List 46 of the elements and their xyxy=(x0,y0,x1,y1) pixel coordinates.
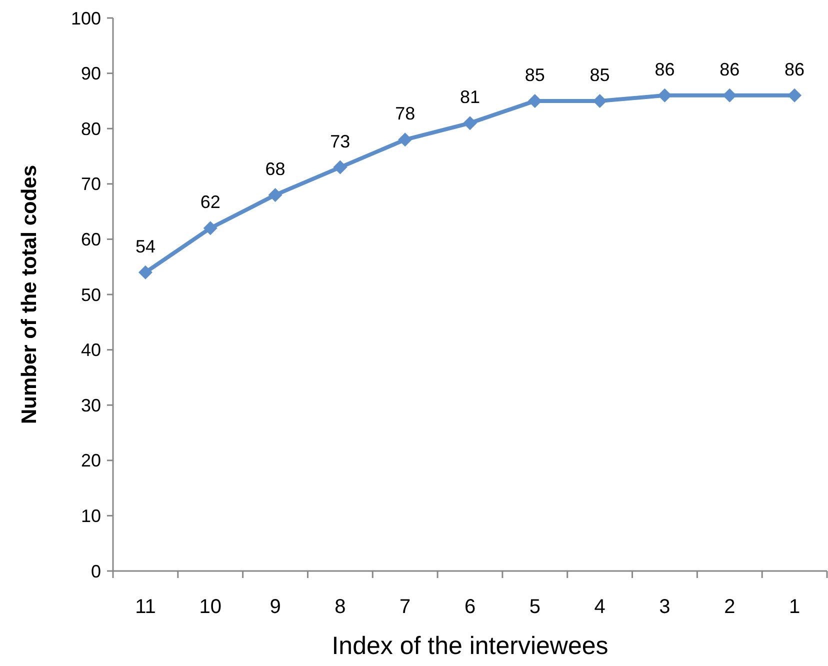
point xyxy=(658,88,672,102)
y-tick-label: 50 xyxy=(80,284,101,305)
y-tick-label: 20 xyxy=(80,450,101,471)
data-label: 85 xyxy=(590,64,610,85)
y-tick-label: 90 xyxy=(80,64,101,84)
y-tick-label: 100 xyxy=(70,8,101,28)
data-label: 81 xyxy=(460,87,480,108)
data-label: 73 xyxy=(330,131,350,152)
point xyxy=(722,88,737,102)
x-axis-title: Index of the interviewees xyxy=(332,632,608,660)
y-axis-title: Number of the total codes xyxy=(18,164,41,424)
data-label: 86 xyxy=(784,59,805,80)
data-label: 54 xyxy=(135,236,156,256)
data-label: 86 xyxy=(654,59,675,80)
x-tick-label: 3 xyxy=(659,596,670,618)
data-label: 86 xyxy=(720,59,740,80)
point xyxy=(398,132,412,147)
y-tick-label: 80 xyxy=(80,118,101,139)
x-tick-label: 2 xyxy=(724,596,736,618)
point xyxy=(203,221,218,236)
y-tick-label: 10 xyxy=(80,506,101,526)
point xyxy=(268,188,282,202)
point xyxy=(528,94,542,108)
point xyxy=(463,116,477,130)
x-tick-label: 8 xyxy=(334,596,346,618)
y-tick-label: 60 xyxy=(80,230,101,250)
point xyxy=(788,88,802,102)
point xyxy=(138,265,152,280)
point xyxy=(592,94,607,108)
data-label: 78 xyxy=(395,104,416,124)
y-tick-label: 70 xyxy=(80,174,101,194)
x-tick-label: 11 xyxy=(135,596,156,618)
point xyxy=(333,160,348,174)
x-tick-label: 9 xyxy=(270,596,281,618)
x-tick-label: 10 xyxy=(199,596,222,618)
x-tick-label: 4 xyxy=(594,596,606,618)
x-tick-label: 6 xyxy=(464,596,476,618)
x-tick-label: 1 xyxy=(788,596,800,618)
y-tick-label: 30 xyxy=(80,395,101,416)
data-label: 62 xyxy=(200,192,220,212)
y-tick-label: 0 xyxy=(90,561,101,582)
data-label: 85 xyxy=(524,64,545,85)
data-label: 68 xyxy=(265,158,286,179)
y-tick-label: 40 xyxy=(80,340,101,360)
x-tick-label: 7 xyxy=(400,596,411,618)
x-tick-label: 5 xyxy=(529,596,540,618)
